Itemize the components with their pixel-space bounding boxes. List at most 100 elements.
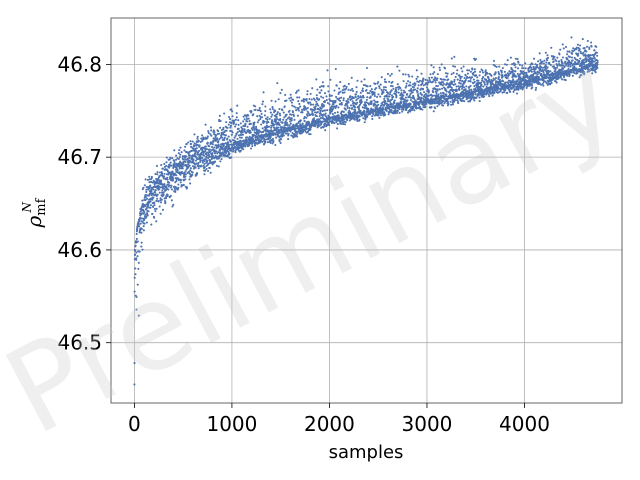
data-point: [326, 101, 329, 105]
data-point: [138, 225, 141, 228]
data-point: [430, 64, 433, 67]
data-point: [239, 122, 242, 125]
data-point: [459, 79, 462, 82]
data-point: [218, 132, 221, 135]
data-point: [184, 178, 187, 181]
data-point: [343, 120, 346, 123]
data-point: [216, 137, 219, 140]
data-point: [234, 118, 237, 121]
data-point: [161, 167, 164, 170]
data-point: [263, 114, 266, 117]
data-point: [267, 125, 271, 128]
data-point: [285, 132, 288, 135]
data-point: [142, 186, 145, 189]
data-point: [327, 90, 330, 93]
data-point: [280, 88, 283, 91]
data-point: [361, 90, 364, 93]
data-point: [289, 122, 292, 125]
data-point: [453, 80, 456, 83]
data-point: [394, 106, 397, 109]
data-point: [292, 98, 295, 101]
data-point: [590, 41, 593, 44]
data-point: [333, 122, 336, 125]
data-point: [154, 172, 157, 175]
data-point: [289, 93, 292, 96]
data-point: [190, 142, 193, 145]
data-point: [333, 99, 336, 103]
data-point: [336, 127, 339, 130]
data-point: [243, 118, 246, 121]
data-point: [165, 156, 168, 159]
data-point: [197, 140, 200, 143]
data-point: [593, 60, 596, 63]
data-point: [357, 95, 360, 98]
data-point: [163, 187, 166, 190]
data-point: [133, 290, 136, 293]
data-point: [409, 81, 412, 84]
data-point: [379, 114, 382, 117]
data-point: [231, 115, 234, 118]
data-point: [281, 135, 284, 138]
data-point: [233, 143, 236, 146]
data-point: [466, 72, 469, 75]
data-point: [492, 59, 495, 62]
data-point: [135, 308, 138, 311]
data-point: [225, 129, 228, 132]
data-point: [177, 186, 180, 189]
data-point: [156, 193, 159, 196]
data-point: [297, 125, 300, 128]
data-point: [275, 117, 279, 121]
data-point: [185, 151, 188, 154]
data-point: [259, 110, 262, 113]
data-point: [318, 86, 321, 89]
data-point: [191, 149, 194, 152]
data-point: [374, 82, 377, 85]
data-point: [194, 159, 197, 162]
data-point: [378, 87, 381, 90]
data-point: [470, 76, 474, 79]
data-point: [227, 135, 230, 138]
data-point: [262, 91, 265, 94]
data-point: [234, 134, 237, 138]
data-point: [238, 136, 242, 139]
data-point: [586, 39, 589, 42]
data-point: [437, 93, 440, 96]
data-point: [171, 177, 175, 180]
data-point: [224, 142, 227, 145]
data-point: [387, 92, 390, 95]
data-point: [253, 121, 256, 124]
data-point: [155, 207, 158, 210]
data-point: [321, 81, 324, 84]
data-point: [196, 137, 199, 140]
data-point: [456, 69, 459, 72]
data-point: [141, 248, 144, 251]
data-point: [166, 178, 169, 181]
data-point: [307, 102, 310, 105]
data-point: [376, 100, 379, 103]
data-point: [363, 121, 366, 124]
data-point: [204, 158, 207, 161]
data-point: [193, 145, 196, 148]
data-point: [456, 78, 459, 81]
data-point: [208, 166, 211, 170]
data-point: [150, 190, 153, 193]
data-point: [215, 150, 218, 153]
data-point: [417, 84, 420, 87]
data-point: [293, 105, 296, 108]
data-point: [396, 111, 399, 114]
data-point: [259, 117, 262, 121]
data-point: [174, 168, 177, 171]
data-point: [297, 89, 300, 92]
data-point: [274, 109, 277, 113]
data-point: [431, 80, 435, 83]
data-point: [315, 100, 318, 103]
data-point: [466, 69, 469, 72]
data-point: [161, 208, 165, 211]
data-point: [219, 119, 222, 123]
data-point: [255, 139, 258, 142]
data-point: [386, 72, 390, 76]
data-point: [275, 116, 278, 119]
data-point: [452, 65, 455, 68]
data-point: [309, 92, 312, 95]
data-point: [279, 142, 282, 145]
